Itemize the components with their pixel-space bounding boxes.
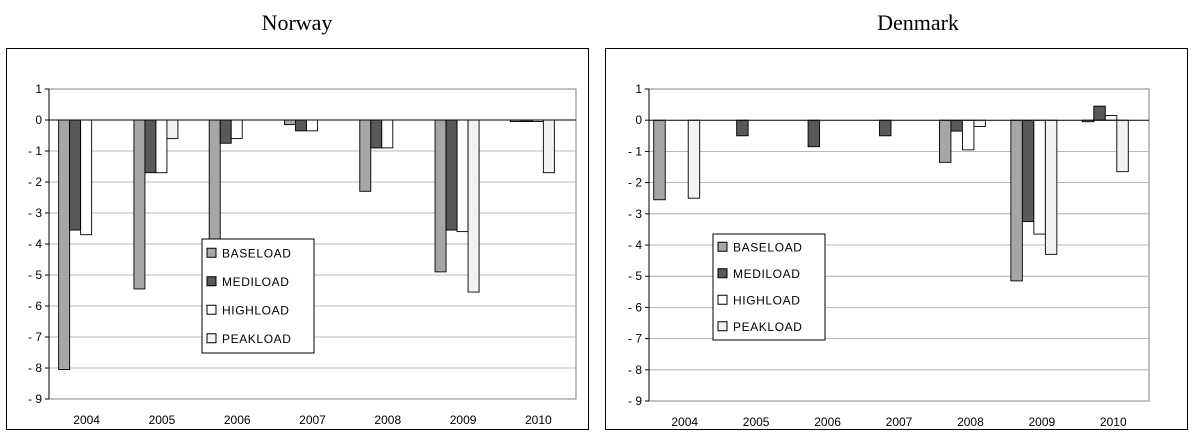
norway-bar-peakload-2005: [166, 119, 179, 140]
norway-bar-baseload-2005: [133, 119, 146, 290]
denmark-bar-mediload-2007: [879, 119, 892, 137]
norway-y-tick-label: - 6: [28, 299, 42, 313]
denmark-bar-highload-2008: [961, 119, 975, 151]
denmark-chart-title: Denmark: [877, 10, 959, 35]
denmark-bar-highload-2010: [1104, 115, 1118, 121]
norway-bar-highload-2005: [155, 119, 168, 174]
norway-legend-label-highload: HIGHLOAD: [222, 303, 289, 317]
denmark-y-tick-label: - 2: [628, 176, 642, 190]
norway-y-tick-label: 1: [35, 82, 42, 96]
norway-chart: 1 0 - 1 - 2 - 3 - 4 - 5 - 6 - 7 - 8 - 9 2004 2005 200…: [6, 48, 589, 430]
norway-bar-mediload-2008: [370, 119, 383, 149]
norway-y-tick-label: - 5: [28, 268, 42, 282]
norway-bar-highload-2006: [230, 119, 243, 140]
norway-bar-peakload-2009: [467, 119, 480, 293]
norway-bar-mediload-2009: [445, 119, 458, 231]
denmark-legend: [712, 233, 826, 341]
denmark-y-tick-label: - 6: [628, 300, 642, 314]
norway-legend-swatch-highload: [206, 304, 217, 315]
norway-y-tick-label: - 9: [28, 392, 42, 406]
norway-legend-label-peakload: PEAKLOAD: [222, 332, 292, 346]
norway-x-tick-label: 2009: [450, 413, 477, 427]
denmark-y-tick-label: 1: [635, 82, 642, 96]
norway-legend-swatch-baseload: [206, 247, 217, 258]
norway-legend-label-baseload: BASELOAD: [222, 246, 292, 260]
norway-x-tick-label: 2007: [299, 413, 326, 427]
norway-x-tick-label: 2010: [525, 413, 552, 427]
norway-y-tick-label: - 2: [28, 175, 42, 189]
denmark-x-tick-label: 2010: [1100, 415, 1127, 429]
denmark-y-tick-label: - 7: [628, 332, 642, 346]
denmark-bar-peakload-2009: [1044, 119, 1058, 255]
denmark-bar-mediload-2008: [950, 119, 963, 132]
norway-bar-peakload-2010: [542, 119, 555, 174]
denmark-legend-label-mediload: MEDILOAD: [733, 267, 800, 281]
norway-legend-swatch-mediload: [206, 276, 217, 287]
denmark-bar-mediload-2006: [807, 119, 821, 148]
norway-chart-svg: 1 0 - 1 - 2 - 3 - 4 - 5 - 6 - 7 - 8 - 9 2004 2005 200…: [28, 82, 577, 427]
denmark-x-tick-label: 2008: [957, 415, 984, 429]
norway-bar-baseload-2006: [208, 119, 221, 254]
denmark-y-tick-label: - 5: [628, 269, 642, 283]
denmark-bar-peakload-2004: [687, 119, 701, 199]
denmark-y-tick-label: - 1: [628, 144, 642, 158]
norway-x-tick-label: 2005: [149, 413, 176, 427]
denmark-chart-svg: 1 0 - 1 - 2 - 3 - 4 - 5 - 6 - 7 - 8 - 9 2004 2005 200…: [628, 82, 1150, 429]
denmark-y-tick-label: - 8: [628, 363, 642, 377]
denmark-legend-swatch-highload: [717, 294, 728, 305]
denmark-bar-peakload-2010: [1116, 119, 1129, 173]
denmark-legend-label-peakload: PEAKLOAD: [733, 320, 803, 334]
norway-bar-mediload-2006: [219, 119, 232, 144]
norway-y-tick-label: - 1: [28, 144, 42, 158]
norway-legend: [201, 238, 315, 354]
norway-y-tick-label: - 3: [28, 206, 42, 220]
denmark-bar-peakload-2008: [973, 119, 986, 127]
norway-chart-title: Norway: [261, 10, 333, 35]
norway-y-tick-label: - 4: [28, 237, 42, 251]
denmark-x-tick-label: 2005: [743, 415, 770, 429]
denmark-legend-swatch-baseload: [717, 241, 728, 252]
norway-bar-baseload-2008: [359, 119, 372, 192]
norway-bar-baseload-2007: [284, 119, 296, 126]
denmark-x-tick-label: 2006: [814, 415, 841, 429]
denmark-bar-mediload-2010: [1093, 105, 1106, 121]
denmark-legend-swatch-mediload: [717, 268, 728, 279]
norway-bar-highload-2007: [306, 119, 318, 132]
norway-bar-mediload-2005: [144, 119, 157, 174]
denmark-y-tick-label: - 4: [628, 238, 642, 252]
norway-bar-highload-2008: [381, 119, 394, 149]
norway-bar-highload-2009: [456, 119, 469, 233]
denmark-bar-baseload-2009: [1010, 119, 1023, 282]
denmark-bar-mediload-2009: [1021, 119, 1035, 223]
denmark-legend-label-highload: HIGHLOAD: [733, 293, 800, 307]
denmark-legend-swatch-peakload: [717, 321, 728, 332]
denmark-bar-baseload-2004: [653, 119, 666, 201]
norway-legend-swatch-peakload: [206, 333, 217, 344]
norway-x-tick-label: 2006: [224, 413, 251, 427]
norway-bar-mediload-2007: [295, 119, 307, 132]
norway-legend-label-mediload: MEDILOAD: [222, 275, 289, 289]
denmark-chart: 1 0 - 1 - 2 - 3 - 4 - 5 - 6 - 7 - 8 - 9 2004 2005 200…: [605, 48, 1188, 430]
denmark-bar-mediload-2005: [736, 119, 749, 137]
denmark-y-tick-label: - 3: [628, 207, 642, 221]
norway-y-tick-label: 0: [35, 113, 42, 127]
denmark-x-tick-label: 2007: [886, 415, 913, 429]
norway-x-tick-label: 2004: [73, 413, 100, 427]
denmark-y-tick-label: - 9: [628, 394, 642, 408]
denmark-x-tick-label: 2004: [671, 415, 698, 429]
norway-y-tick-label: - 8: [28, 361, 42, 375]
denmark-y-tick-label: 0: [635, 113, 642, 127]
denmark-bar-highload-2009: [1033, 119, 1046, 235]
denmark-legend-label-baseload: BASELOAD: [733, 240, 803, 254]
norway-bar-baseload-2009: [434, 119, 447, 273]
norway-x-tick-label: 2008: [374, 413, 401, 427]
norway-bar-baseload-2004: [58, 119, 71, 371]
norway-y-tick-label: - 7: [28, 330, 42, 344]
norway-bar-mediload-2004: [69, 119, 82, 231]
denmark-bar-baseload-2008: [938, 119, 952, 163]
norway-bar-highload-2004: [80, 119, 93, 236]
denmark-x-tick-label: 2009: [1029, 415, 1056, 429]
